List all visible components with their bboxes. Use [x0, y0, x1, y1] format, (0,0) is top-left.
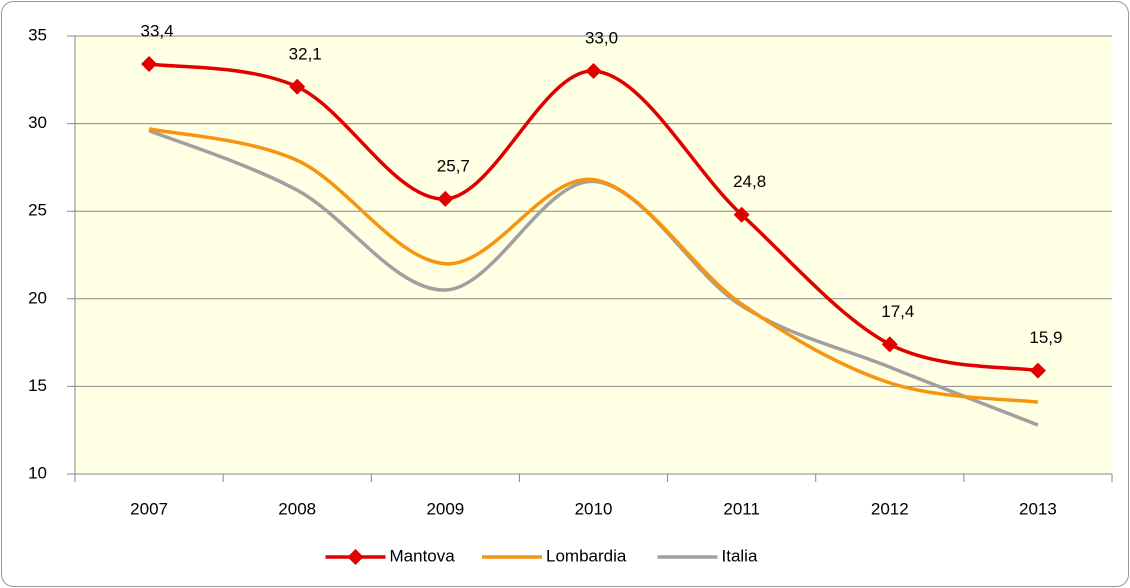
x-tick-label: 2007 [130, 499, 168, 518]
x-tick-label: 2012 [871, 499, 909, 518]
data-label: 25,7 [437, 156, 470, 175]
marker [289, 78, 306, 95]
marker [585, 63, 602, 80]
y-tick-label: 15 [28, 376, 47, 395]
x-tick-label: 2008 [278, 499, 316, 518]
y-tick-label: 25 [28, 201, 47, 220]
legend-label: Italia [722, 546, 758, 565]
data-label: 15,9 [1029, 328, 1062, 347]
data-label: 33,0 [585, 29, 618, 48]
marker [437, 190, 454, 207]
y-tick-label: 35 [28, 25, 47, 44]
x-tick-label: 2013 [1019, 499, 1057, 518]
marker [1029, 362, 1046, 379]
y-tick-label: 10 [28, 463, 47, 482]
marker [881, 336, 898, 353]
series-line [148, 127, 1039, 404]
x-tick-label: 2010 [575, 499, 613, 518]
legend-label: Mantova [390, 546, 456, 565]
y-tick-label: 30 [28, 113, 47, 132]
marker [733, 206, 750, 223]
data-label: 32,1 [289, 44, 322, 63]
data-label: 17,4 [881, 302, 914, 321]
x-tick-label: 2011 [723, 499, 760, 518]
data-label: 24,8 [733, 172, 766, 191]
y-tick-label: 20 [28, 288, 47, 307]
legend-label: Lombardia [546, 546, 627, 565]
legend-marker [347, 549, 364, 565]
plot-area [75, 36, 1112, 474]
marker [141, 56, 158, 73]
x-tick-label: 2009 [426, 499, 464, 518]
data-label: 33,4 [141, 22, 174, 41]
